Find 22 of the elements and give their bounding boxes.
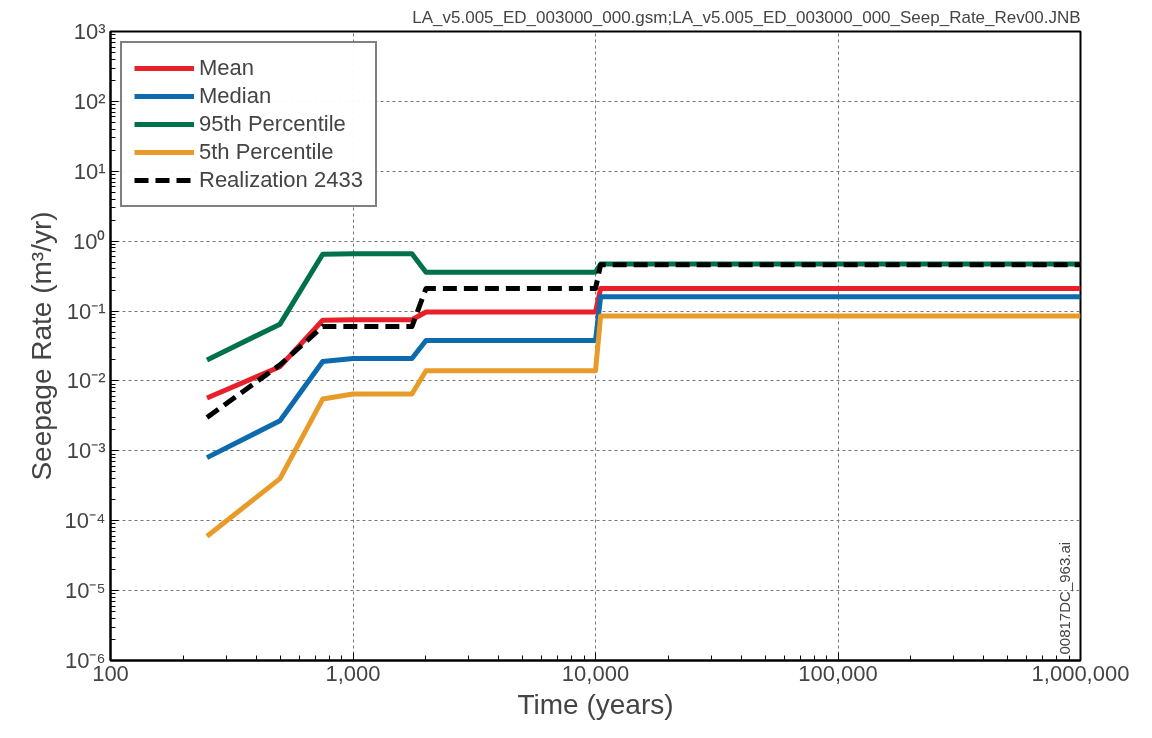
y-tick-label: 10³ — [73, 19, 106, 44]
legend-label: Mean — [199, 55, 255, 81]
y-tick-label: 10⁻³ — [66, 438, 106, 464]
y-tick-label: 10⁻¹ — [66, 298, 106, 324]
x-tick-label: 1,000,000 — [1031, 660, 1130, 686]
x-axis-title: Time (years) — [517, 688, 674, 720]
x-tick-label: 10,000 — [561, 660, 630, 686]
legend-label: 95th Percentile — [199, 111, 346, 137]
y-axis-title: Seepage Rate (m³/yr) — [25, 211, 57, 481]
text: LA_v5.005_ED_003000_000.gsm;LA_v5.005_ED_003000_000_Seep_Rate_Rev00.JNB — [412, 7, 1081, 27]
y-tick-label: 10² — [73, 88, 106, 114]
y-tick-label: 10⁻² — [66, 368, 106, 394]
legend-label: Median — [199, 83, 272, 109]
legend-label: Realization 2433 — [199, 167, 363, 193]
y-tick-label: 10⁻⁴ — [64, 508, 106, 534]
y-tick-label: 10⁰ — [73, 228, 106, 254]
x-tick-label: 1,000 — [325, 660, 381, 686]
legend-label: 5th Percentile — [199, 139, 334, 165]
x-tick-label: 100,000 — [798, 660, 878, 686]
annotation: 00817DC_963.ai — [1055, 541, 1073, 655]
y-tick-label: 10¹ — [73, 158, 106, 184]
y-tick-label: 10⁻⁵ — [64, 578, 106, 604]
